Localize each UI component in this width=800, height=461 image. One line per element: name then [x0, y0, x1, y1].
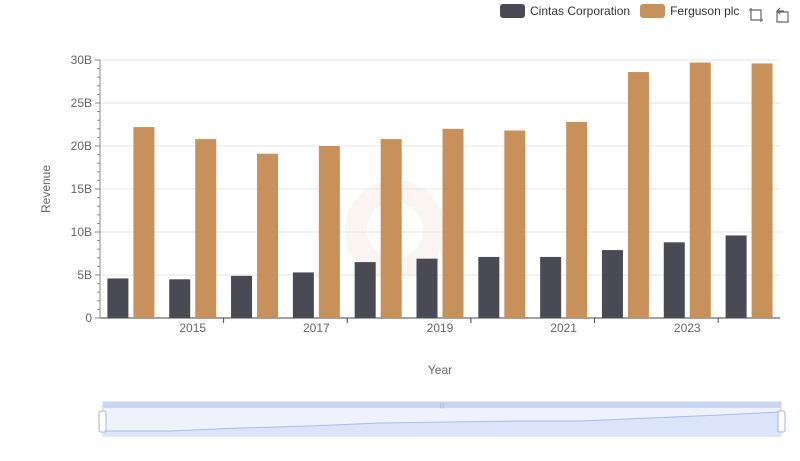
y-tick-label: 20B: [71, 139, 92, 153]
legend-item-ferguson[interactable]: Ferguson plc: [640, 4, 739, 18]
slider-right-handle[interactable]: [777, 410, 786, 433]
x-tick-label: 2015: [179, 321, 206, 335]
y-tick-label: 25B: [71, 96, 92, 110]
bar-ferguson-2018[interactable]: [380, 139, 402, 318]
bar-cintas-2015[interactable]: [169, 279, 191, 318]
x-tick-label: 2017: [303, 321, 330, 335]
legend-label-ferguson: Ferguson plc: [670, 4, 740, 18]
legend-swatch-cintas: [500, 4, 525, 18]
bar-ferguson-2017[interactable]: [318, 146, 340, 318]
bar-ferguson-2022[interactable]: [627, 72, 649, 318]
bar-ferguson-2015[interactable]: [195, 139, 217, 318]
y-tick-label: 30B: [71, 53, 92, 67]
bar-ferguson-2014[interactable]: [133, 127, 155, 318]
zoom-icon[interactable]: [748, 7, 764, 23]
x-tick-label: 2019: [427, 321, 454, 335]
bar-cintas-2023[interactable]: [663, 242, 685, 318]
legend-label-cintas: Cintas Corporation: [530, 4, 631, 18]
legend-swatch-ferguson: [640, 4, 666, 18]
bar-ferguson-2019[interactable]: [442, 128, 464, 318]
y-tick-label: 0: [85, 311, 92, 325]
slider-line-preview: [103, 411, 782, 432]
bar-ferguson-2024[interactable]: [751, 63, 773, 318]
data-zoom-slider[interactable]: |||: [98, 401, 786, 437]
bar-cintas-2021[interactable]: [540, 256, 562, 318]
y-tick-label: 15B: [71, 182, 92, 196]
slider-selection[interactable]: [103, 402, 781, 408]
bar-ferguson-2021[interactable]: [566, 121, 588, 318]
x-axis: 2015 2017 2019 2021 2023: [100, 317, 780, 335]
bar-cintas-2014[interactable]: [107, 278, 129, 318]
bar-cintas-2019[interactable]: [416, 258, 438, 318]
bar-cintas-2016[interactable]: [231, 275, 253, 318]
bar-series: [107, 62, 773, 318]
y-axis-label: Revenue: [39, 165, 53, 213]
bar-ferguson-2023[interactable]: [689, 62, 711, 318]
x-tick-label: 2023: [674, 321, 701, 335]
x-axis-label: Year: [428, 363, 452, 377]
y-tick-label: 5B: [77, 268, 92, 282]
bar-cintas-2020[interactable]: [478, 256, 500, 318]
bar-ferguson-2020[interactable]: [504, 130, 526, 318]
slider-left-handle[interactable]: [98, 410, 107, 433]
bar-cintas-2018[interactable]: [354, 262, 376, 318]
bar-cintas-2024[interactable]: [725, 235, 747, 318]
y-tick-label: 10B: [71, 225, 92, 239]
legend: Cintas Corporation Ferguson plc: [500, 4, 749, 18]
x-tick-label: 2021: [550, 321, 577, 335]
y-axis: 0 5B 10B 15B 20B 25B 30B: [71, 53, 101, 325]
bar-cintas-2017[interactable]: [292, 272, 314, 318]
restore-icon[interactable]: [774, 7, 790, 23]
bar-cintas-2022[interactable]: [601, 250, 623, 318]
legend-item-cintas[interactable]: Cintas Corporation: [500, 4, 630, 18]
slider-grip[interactable]: |||: [440, 403, 445, 409]
slider-area-preview: [103, 412, 781, 436]
bar-ferguson-2016[interactable]: [257, 153, 279, 318]
